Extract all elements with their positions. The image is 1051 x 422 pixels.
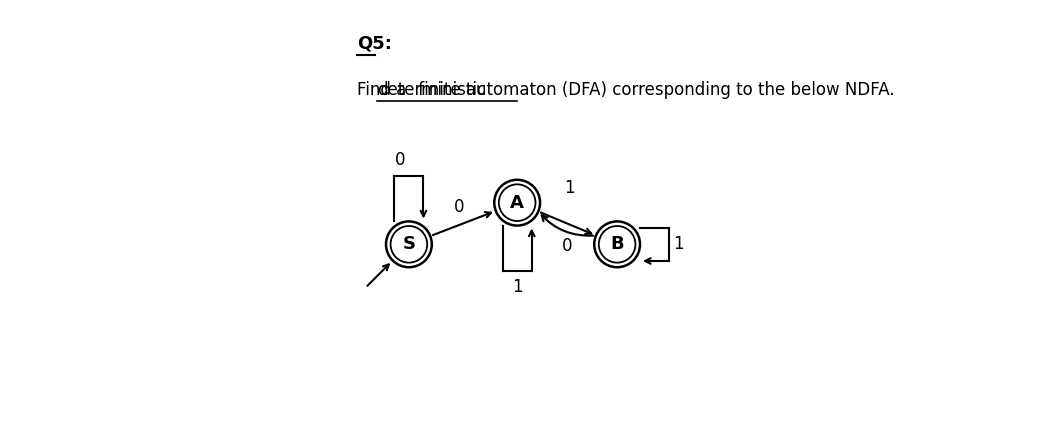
Text: Q5:: Q5: <box>357 35 392 53</box>
Text: 0: 0 <box>562 238 573 255</box>
Text: 0: 0 <box>454 198 465 216</box>
Text: B: B <box>611 235 624 253</box>
Text: finite automaton (DFA) corresponding to the below NDFA.: finite automaton (DFA) corresponding to … <box>413 81 895 99</box>
Text: 1: 1 <box>564 179 575 197</box>
Text: 1: 1 <box>674 235 684 253</box>
Text: S: S <box>403 235 415 253</box>
Text: deterministic: deterministic <box>376 81 486 99</box>
Text: 1: 1 <box>512 278 522 296</box>
Text: 0: 0 <box>395 151 406 169</box>
Text: A: A <box>510 194 524 212</box>
Text: Find a: Find a <box>357 81 411 99</box>
